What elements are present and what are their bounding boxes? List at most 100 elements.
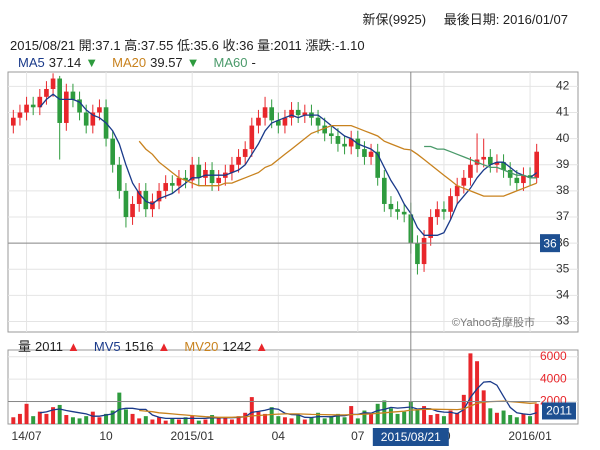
legend-trend: ▲ (157, 339, 171, 354)
price-legend: MA5 37.14 ▼ MA20 39.57 ▼ MA60- (18, 55, 260, 70)
y-tick-label: 33 (556, 314, 570, 328)
candle-body (328, 133, 334, 137)
volume-bar (44, 413, 49, 424)
credit: ©Yahoo奇摩股市 (452, 315, 535, 329)
volume-bar (534, 403, 539, 424)
candle-body (44, 88, 49, 97)
legend-name: 量 (18, 339, 32, 354)
candle-body (136, 190, 142, 204)
y-tick-label: 6000 (540, 349, 567, 363)
x-tick-label: 07 (351, 429, 365, 443)
volume-bar (514, 417, 519, 424)
legend-trend: ▲ (66, 339, 80, 354)
candle-body (116, 164, 122, 191)
volume-bar (501, 410, 506, 424)
crosshair-value: 36 (543, 236, 557, 250)
candle-body (368, 151, 374, 157)
volume-bar (97, 417, 102, 424)
candle-body (216, 177, 222, 184)
volume-bar (64, 415, 69, 424)
candle-body (289, 109, 294, 118)
header: 新保(9925) 最後日期: 2016/01/07 (362, 9, 572, 28)
volume-bar (70, 417, 75, 424)
candle-body (242, 149, 248, 157)
candle-body (150, 201, 155, 210)
candle-body (441, 209, 447, 212)
candle-body (348, 138, 354, 147)
candle-body (487, 156, 493, 165)
volume-bar (17, 413, 22, 424)
volume-legend: 量 2011 ▲ MV5 1516 ▲ MV20 1242 ▲ (18, 336, 282, 355)
volume-bar (203, 419, 208, 424)
volume-bar (422, 406, 427, 424)
candle-body (77, 99, 82, 113)
candle-body (17, 112, 23, 118)
candle-body (57, 78, 63, 123)
candle-body (521, 175, 526, 184)
volume-bar (90, 411, 95, 424)
candle-body (527, 175, 533, 178)
volume-bar (329, 416, 334, 424)
candle-body (97, 107, 102, 113)
volume-bar (481, 390, 486, 424)
candle-body (90, 112, 96, 126)
candle-body (63, 91, 69, 123)
y-tick-label: 35 (556, 261, 570, 275)
candle-body (481, 156, 487, 160)
volume-bar (355, 418, 360, 424)
volume-bar (210, 415, 215, 424)
volume-bar (276, 416, 281, 424)
x-tick-label: 2015/01 (170, 429, 214, 443)
legend-value: 37.14 (48, 55, 82, 70)
y-tick-label: 4000 (540, 371, 567, 385)
legend-value: 1242 (222, 339, 252, 354)
volume-bar (143, 416, 148, 424)
candle-body (176, 177, 182, 186)
candle-body (421, 237, 427, 265)
y-tick-label: 42 (556, 79, 570, 93)
info-line: 2015/08/21 開:37.1 高:37.55 低:35.6 收:36 量:… (10, 38, 365, 53)
volume-bar (31, 416, 36, 424)
volume-bar (163, 420, 168, 424)
volume-bar (289, 418, 294, 424)
candle-body (514, 177, 520, 184)
volume-bar (176, 419, 181, 424)
candle-body (24, 104, 29, 113)
volume-bar (369, 413, 374, 424)
volume-bar (37, 411, 42, 424)
volume-bar (243, 412, 248, 424)
candle-body (342, 143, 347, 147)
volume-bar (263, 413, 268, 424)
y-tick-label: 34 (556, 288, 570, 302)
stock-name: 新保(9925) (362, 12, 427, 27)
crosshair-box (542, 402, 576, 420)
volume-bar (475, 361, 480, 424)
candle-body (534, 151, 540, 178)
candle-body (302, 112, 308, 116)
volume-bar (190, 416, 195, 424)
volume-bar (528, 416, 533, 424)
volume-bar (494, 412, 499, 424)
volume-bar (402, 411, 407, 424)
y-tick-label: 41 (556, 105, 570, 119)
crosshair-date: 2015/08/21 (381, 430, 441, 444)
candle-body (428, 217, 434, 238)
volume-bar (77, 418, 82, 424)
candle-body (381, 177, 387, 204)
volume-bar (435, 413, 440, 424)
volume-bar (302, 419, 307, 424)
y-tick-label: 39 (556, 157, 570, 171)
volume-bar (455, 412, 460, 424)
volume-bar (104, 413, 109, 424)
volume-bar (282, 417, 287, 424)
legend-trend: ▼ (186, 55, 200, 70)
x-tick-label: 04 (272, 429, 286, 443)
x-tick-label: 10 (99, 429, 113, 443)
candle-body (203, 169, 208, 178)
volume-bar (110, 410, 115, 424)
volume-bar (117, 392, 122, 424)
volume-bar (322, 418, 327, 424)
candle-body (256, 117, 261, 126)
volume-bar (170, 418, 175, 424)
